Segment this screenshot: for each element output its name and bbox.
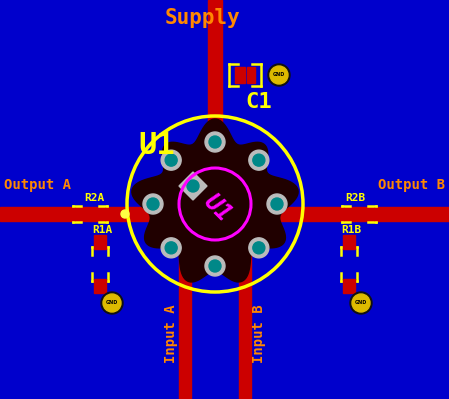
Circle shape: [205, 256, 225, 276]
Bar: [0, 207, 449, 221]
Circle shape: [350, 292, 372, 314]
Circle shape: [121, 210, 129, 218]
Bar: [343, 235, 355, 249]
Circle shape: [249, 238, 269, 258]
Circle shape: [165, 154, 177, 166]
Text: R2A: R2A: [84, 193, 104, 203]
Text: R2B: R2B: [345, 193, 365, 203]
Bar: [374, 208, 388, 220]
Circle shape: [209, 260, 221, 272]
Text: Output B: Output B: [378, 178, 445, 192]
Bar: [179, 204, 191, 399]
Circle shape: [253, 154, 265, 166]
Polygon shape: [132, 119, 298, 282]
Circle shape: [103, 294, 121, 312]
Circle shape: [249, 150, 269, 170]
Text: GND: GND: [273, 73, 285, 77]
Text: U1: U1: [139, 132, 176, 160]
Circle shape: [268, 64, 290, 86]
Bar: [105, 208, 119, 220]
Circle shape: [165, 242, 177, 254]
Text: U1: U1: [199, 190, 237, 227]
Bar: [343, 279, 355, 293]
Bar: [235, 67, 245, 83]
Text: Input B: Input B: [252, 305, 266, 363]
Bar: [208, 0, 222, 204]
Circle shape: [161, 238, 181, 258]
Text: Supply: Supply: [165, 8, 241, 28]
Circle shape: [270, 66, 288, 84]
Circle shape: [205, 132, 225, 152]
Bar: [94, 279, 106, 293]
Text: R1A: R1A: [92, 225, 112, 235]
Circle shape: [271, 198, 283, 210]
Bar: [94, 235, 106, 249]
Polygon shape: [179, 172, 207, 200]
Text: R1B: R1B: [341, 225, 361, 235]
Circle shape: [209, 136, 221, 148]
Text: Output A: Output A: [4, 178, 71, 192]
Circle shape: [161, 150, 181, 170]
Text: C1: C1: [246, 92, 273, 112]
Circle shape: [352, 294, 370, 312]
Bar: [247, 67, 255, 83]
Text: Input A: Input A: [164, 305, 178, 363]
Bar: [330, 208, 344, 220]
Text: GND: GND: [355, 300, 367, 306]
Circle shape: [267, 194, 287, 214]
Circle shape: [147, 198, 159, 210]
Text: GND: GND: [106, 300, 118, 306]
Bar: [61, 208, 75, 220]
Circle shape: [143, 194, 163, 214]
Circle shape: [187, 180, 199, 192]
Circle shape: [253, 242, 265, 254]
Bar: [239, 204, 251, 399]
Circle shape: [101, 292, 123, 314]
